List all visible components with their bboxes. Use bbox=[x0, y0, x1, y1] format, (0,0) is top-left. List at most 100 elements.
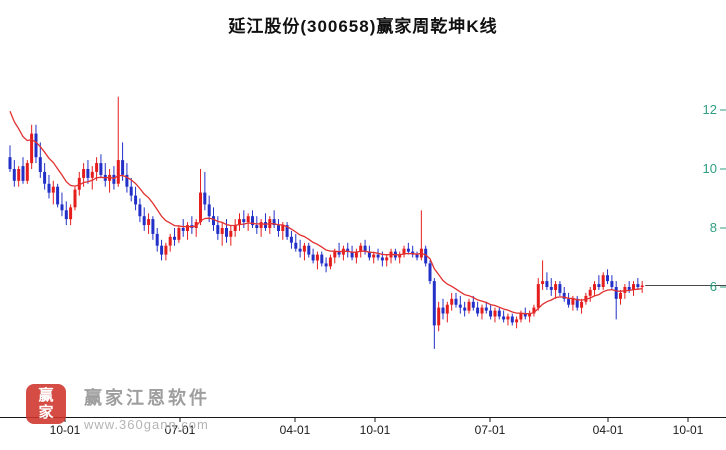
x-tick-label: 10-01 bbox=[673, 423, 704, 437]
ma-line bbox=[9, 111, 643, 315]
brand-url: www.360gann.com bbox=[84, 417, 209, 432]
candle-body bbox=[476, 307, 480, 314]
candle-body bbox=[359, 245, 363, 252]
candle-body bbox=[86, 169, 90, 178]
candle-body bbox=[51, 186, 55, 193]
candle-body bbox=[298, 248, 302, 252]
candle-body bbox=[21, 166, 25, 181]
candle-body bbox=[415, 254, 419, 258]
candle-body bbox=[562, 292, 566, 299]
candle-body bbox=[212, 216, 215, 226]
x-tick-label: 04-01 bbox=[280, 423, 311, 437]
candle-body bbox=[229, 230, 233, 237]
candle-body bbox=[601, 275, 605, 287]
candle-body bbox=[424, 248, 428, 264]
candle-body bbox=[246, 216, 250, 223]
candle-body bbox=[337, 251, 341, 255]
candle-body bbox=[471, 301, 475, 308]
candle-body bbox=[463, 307, 467, 311]
candle-body bbox=[432, 281, 436, 326]
candle-body bbox=[428, 263, 432, 282]
candle-body bbox=[164, 245, 168, 255]
candle-body bbox=[285, 225, 289, 237]
candle-body bbox=[289, 236, 293, 243]
candle-body bbox=[69, 207, 73, 220]
candle-body bbox=[255, 225, 259, 228]
candle-body bbox=[346, 248, 350, 252]
logo-char: 家 bbox=[38, 404, 54, 421]
candle-body bbox=[376, 254, 380, 258]
candle-body bbox=[554, 284, 558, 290]
candle-body bbox=[328, 257, 332, 267]
candle-body bbox=[186, 225, 189, 231]
candle-body bbox=[17, 169, 21, 181]
candle-body bbox=[636, 284, 640, 287]
candle-body bbox=[398, 254, 402, 258]
candle-body bbox=[129, 186, 133, 196]
candle-body bbox=[523, 313, 527, 317]
candle-body bbox=[532, 307, 536, 314]
candle-body bbox=[493, 310, 497, 317]
candle-body bbox=[138, 204, 142, 217]
candle-body bbox=[95, 163, 99, 172]
candle-body bbox=[216, 225, 220, 234]
candle-body bbox=[147, 219, 151, 225]
candle-body bbox=[571, 298, 575, 305]
candle-body bbox=[588, 289, 592, 296]
candle-body bbox=[502, 316, 506, 320]
y-tick-label: 8 bbox=[710, 220, 717, 235]
candle-body bbox=[380, 257, 384, 261]
candle-body bbox=[34, 133, 38, 158]
candle-body bbox=[519, 313, 523, 320]
candle-body bbox=[640, 285, 644, 287]
x-axis: 10-01 07-01 04-01 10-01 07-01 04-01 10-01 bbox=[50, 417, 704, 437]
candle-body bbox=[60, 204, 64, 211]
candle-body bbox=[610, 281, 614, 287]
candle-body bbox=[437, 307, 441, 326]
candle-body bbox=[445, 304, 449, 314]
candle-body bbox=[281, 225, 285, 231]
candle-body bbox=[333, 251, 337, 258]
candle-body bbox=[541, 281, 545, 284]
x-tick-label: 10-01 bbox=[50, 423, 81, 437]
candle-body bbox=[90, 171, 94, 178]
candle-body bbox=[25, 163, 29, 181]
candle-body bbox=[142, 216, 146, 226]
candle-body bbox=[155, 233, 159, 246]
candle-body bbox=[277, 225, 280, 231]
y-axis: 12 10 8 6 bbox=[703, 102, 726, 294]
candle-body bbox=[38, 157, 42, 172]
candle-body bbox=[606, 275, 609, 282]
candles bbox=[8, 96, 644, 349]
candle-body bbox=[467, 301, 471, 311]
candle-body bbox=[614, 287, 618, 299]
candle-body bbox=[350, 251, 354, 258]
candle-body bbox=[597, 284, 601, 287]
candle-body bbox=[64, 210, 68, 220]
candle-body bbox=[73, 189, 77, 208]
candle-body bbox=[238, 219, 241, 225]
candle-body bbox=[320, 254, 324, 264]
candle-body bbox=[173, 236, 176, 240]
candle-body bbox=[458, 304, 462, 308]
candle-body bbox=[510, 316, 514, 323]
candle-body bbox=[12, 169, 16, 181]
x-tick-label: 07-01 bbox=[165, 423, 196, 437]
y-tick-label: 6 bbox=[710, 279, 717, 294]
candle-body bbox=[272, 219, 276, 225]
candle-body bbox=[264, 222, 267, 228]
candle-body bbox=[177, 228, 181, 240]
candle-body bbox=[627, 287, 631, 290]
candle-body bbox=[441, 307, 445, 314]
candle-body bbox=[233, 225, 237, 231]
x-tick-label: 07-01 bbox=[475, 423, 506, 437]
candle-body bbox=[302, 245, 306, 252]
candle-body bbox=[536, 284, 540, 308]
candle-body bbox=[8, 157, 12, 169]
candle-body bbox=[151, 219, 155, 234]
candle-body bbox=[497, 310, 501, 317]
candle-body bbox=[121, 160, 125, 175]
candle-body bbox=[203, 192, 207, 205]
